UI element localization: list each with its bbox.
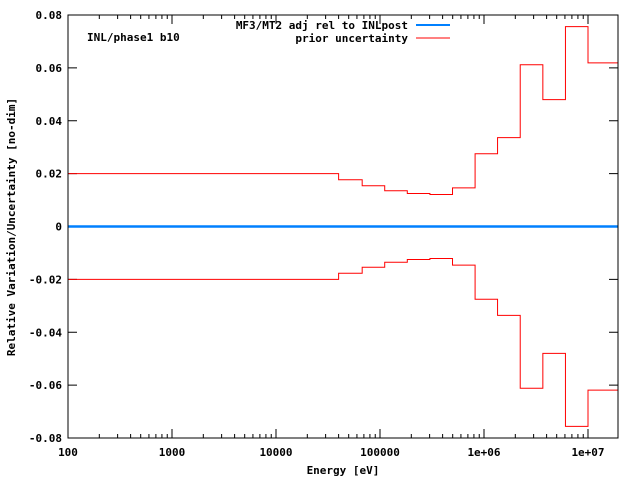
y-tick-label: -0.08 [29,432,62,445]
y-tick-label: 0.06 [36,62,63,75]
y-tick-label: 0.04 [36,115,63,128]
x-tick-label: 1e+07 [571,446,604,459]
y-tick-label: 0.08 [36,9,63,22]
y-axis-label: Relative Variation/Uncertainty [no-dim] [5,98,18,356]
y-tick-label: 0 [55,221,62,234]
x-tick-label: 1e+06 [467,446,500,459]
plot-frame [67,14,619,439]
x-tick-label: 100000 [360,446,400,459]
y-tick-label: -0.04 [29,326,62,339]
series-prior-uncertainty-lower [68,257,618,427]
legend: MF3/MT2 adj rel to INLpost prior uncerta… [236,19,450,45]
y-tick-label: 0.02 [36,168,63,181]
legend-label-0: MF3/MT2 adj rel to INLpost [236,19,408,32]
series-prior-uncertainty-upper [68,26,618,196]
x-tick-label: 100 [58,446,78,459]
x-tick-label: 10000 [259,446,292,459]
x-tick-label: 1000 [159,446,186,459]
y-tick-label: -0.06 [29,379,62,392]
x-axis-label: Energy [eV] [307,464,380,477]
legend-label-1: prior uncertainty [295,32,408,45]
annotation: INL/phase1 b10 [87,31,180,44]
y-tick-label: -0.02 [29,273,62,286]
